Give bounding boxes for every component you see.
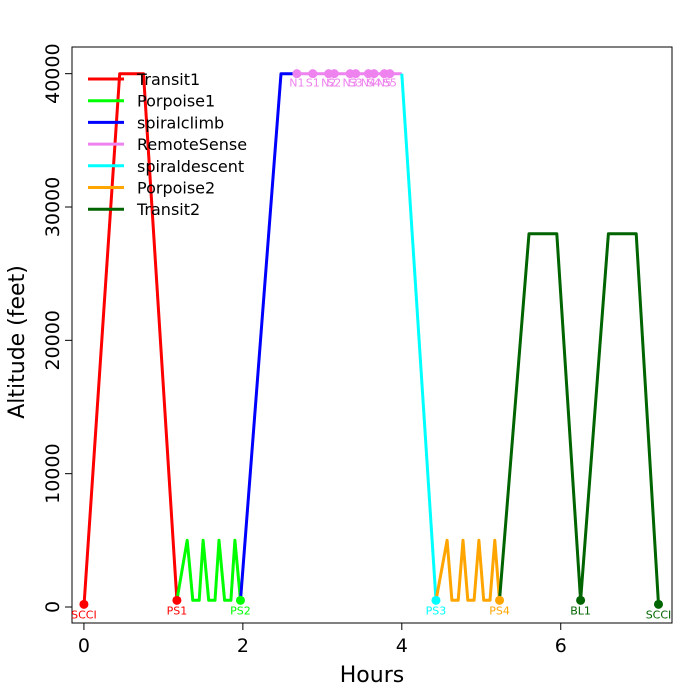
- legend: Transit1 Porpoise1 spiralclimb RemoteSense s…: [88, 70, 247, 219]
- legend-label: RemoteSense: [137, 135, 247, 154]
- x-tick-label: 0: [78, 635, 90, 657]
- waypoint-marker: [576, 595, 586, 605]
- legend-label: Porpoise1: [137, 92, 215, 111]
- remote-sense-label: N1: [289, 77, 304, 90]
- legend-label: Transit1: [136, 70, 200, 89]
- y-tick-label: 40000: [42, 43, 64, 103]
- remote-sense-label: N4: [361, 77, 376, 90]
- remote-sense-label: S4: [367, 77, 381, 90]
- waypoint-label: PS4: [489, 604, 510, 617]
- y-tick-label: 30000: [42, 177, 64, 237]
- legend-label: spiralclimb: [137, 113, 224, 132]
- waypoint-marker: [235, 595, 245, 605]
- y-tick-label: 20000: [42, 310, 64, 370]
- waypoint-marker: [172, 595, 182, 605]
- x-tick-label: 6: [555, 635, 567, 657]
- remote-sense-label: N3: [343, 77, 358, 90]
- legend-label: spiraldescent: [137, 157, 244, 176]
- axes: 0 2 4 6 0 10000 20000 30000 40000: [42, 43, 567, 657]
- x-tick-label: 4: [396, 635, 408, 657]
- remote-sense-point: [292, 69, 302, 79]
- remote-sense-label: S1: [306, 77, 320, 90]
- y-axis-title: Altitude (feet): [5, 265, 30, 419]
- series-line-spiralclimb: [239, 72, 295, 601]
- waypoint-label: BL1: [570, 604, 591, 617]
- y-tick-label: 10000: [42, 443, 64, 503]
- waypoint-label: SCCI: [646, 608, 672, 621]
- series-line-transit1: [82, 72, 179, 608]
- waypoint-label: SCCI: [71, 608, 97, 621]
- remote-sense-label: S5: [383, 77, 397, 90]
- waypoint-label: PS2: [230, 604, 251, 617]
- waypoint-marker: [653, 599, 663, 609]
- remote-sense-label: N5: [377, 77, 392, 90]
- waypoint-marker: [431, 595, 441, 605]
- waypoint-label: PS1: [167, 604, 188, 617]
- remote-sense-label: S3: [349, 77, 363, 90]
- series-line-porpoise2: [434, 538, 501, 602]
- remote-sense-label: N2: [321, 77, 336, 90]
- remote-sense-point: [385, 69, 395, 79]
- remote-sense-point: [329, 69, 339, 79]
- plot-frame: [71, 46, 673, 624]
- remote-sense-point: [351, 69, 361, 79]
- y-tick-label: 0: [42, 601, 64, 613]
- series-line-spiraldescent: [400, 73, 438, 601]
- waypoint-marker: [495, 595, 505, 605]
- remote-sense-point: [369, 69, 379, 79]
- x-tick-label: 2: [237, 635, 249, 657]
- waypoint-marker: [79, 599, 89, 609]
- remote-sense-label: S2: [327, 77, 341, 90]
- series-line-transit2: [498, 232, 660, 605]
- legend-label: Porpoise2: [137, 179, 215, 198]
- legend-label: Transit2: [136, 200, 200, 219]
- x-axis-title: Hours: [340, 663, 404, 688]
- waypoint-label: PS3: [426, 604, 447, 617]
- remote-sense-point: [308, 69, 318, 79]
- series-line-porpoise1: [175, 538, 242, 602]
